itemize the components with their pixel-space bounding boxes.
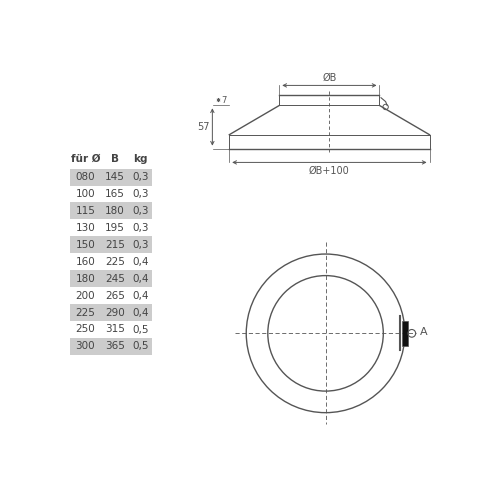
Text: 160: 160 [76, 256, 95, 266]
Text: 0,5: 0,5 [132, 324, 149, 334]
Text: ØB: ØB [322, 72, 336, 83]
Text: ØB+100: ØB+100 [309, 166, 350, 175]
Text: 0,3: 0,3 [132, 240, 149, 250]
Text: 195: 195 [105, 223, 125, 233]
Text: 315: 315 [105, 324, 125, 334]
Text: 0,3: 0,3 [132, 189, 149, 199]
Text: 265: 265 [105, 290, 125, 300]
Text: 225: 225 [105, 256, 125, 266]
Bar [70, 202, 152, 220]
Text: 150: 150 [76, 240, 95, 250]
Text: 0,4: 0,4 [132, 274, 149, 283]
Text: 0,3: 0,3 [132, 223, 149, 233]
Text: 245: 245 [105, 274, 125, 283]
Text: 290: 290 [105, 308, 125, 318]
Text: 165: 165 [105, 189, 125, 199]
Text: 0,3: 0,3 [132, 172, 149, 182]
Text: B: B [111, 154, 119, 164]
Text: 180: 180 [76, 274, 95, 283]
Text: 300: 300 [76, 342, 95, 351]
Text: 180: 180 [105, 206, 125, 216]
Text: 130: 130 [76, 223, 95, 233]
Text: 225: 225 [76, 308, 95, 318]
Text: 365: 365 [105, 342, 125, 351]
Text: 115: 115 [76, 206, 95, 216]
Text: 0,4: 0,4 [132, 256, 149, 266]
Text: 0,4: 0,4 [132, 308, 149, 318]
Bar [70, 338, 152, 355]
Text: kg: kg [134, 154, 148, 164]
Text: 080: 080 [76, 172, 95, 182]
Text: A: A [420, 327, 427, 337]
Bar [70, 236, 152, 254]
Text: 0,5: 0,5 [132, 342, 149, 351]
Text: 250: 250 [76, 324, 95, 334]
Bar [70, 168, 152, 186]
Text: 57: 57 [197, 122, 209, 132]
Bar [402, 321, 408, 345]
Text: 145: 145 [105, 172, 125, 182]
Text: 200: 200 [76, 290, 95, 300]
Text: 7: 7 [221, 96, 226, 104]
Text: 100: 100 [76, 189, 95, 199]
Text: 0,3: 0,3 [132, 206, 149, 216]
Text: 0,4: 0,4 [132, 290, 149, 300]
Bar [70, 304, 152, 321]
Text: 215: 215 [105, 240, 125, 250]
Bar [70, 270, 152, 287]
Text: für Ø: für Ø [70, 154, 100, 164]
